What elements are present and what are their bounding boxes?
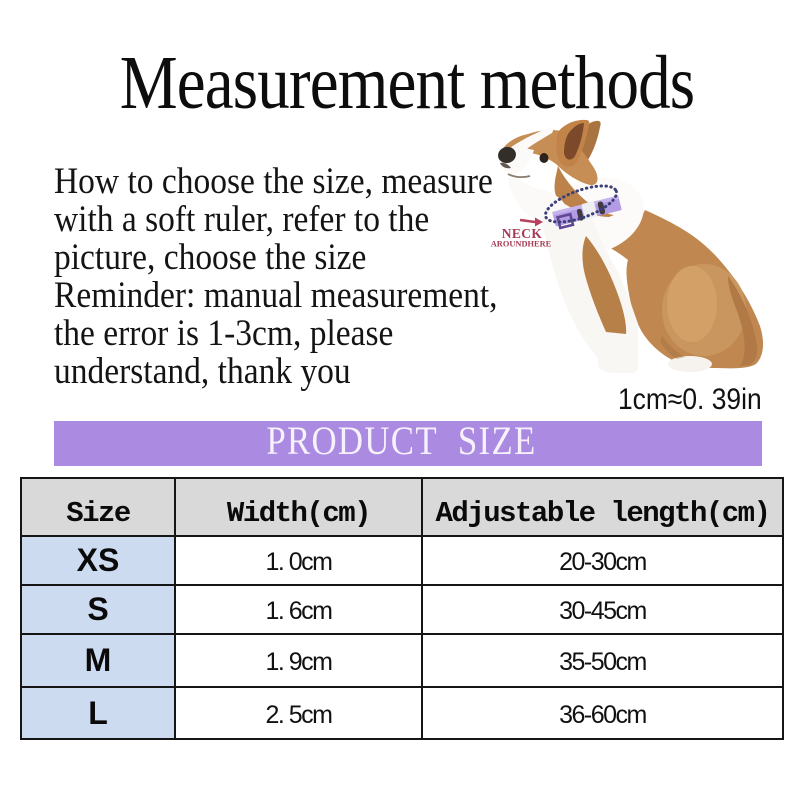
svg-text:AROUNDHERE: AROUNDHERE <box>491 240 552 249</box>
svg-text:NECK: NECK <box>502 226 543 241</box>
